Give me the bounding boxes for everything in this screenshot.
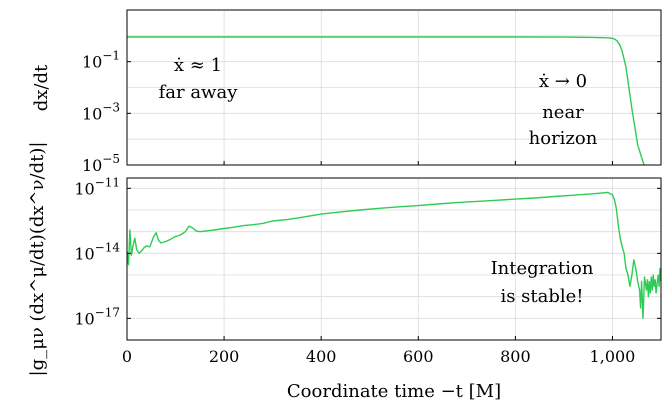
- top-y-label: dx/dt: [31, 64, 52, 111]
- bottom-x-tick-label: 0: [122, 347, 132, 366]
- top-y-tick-exp: −3: [102, 100, 120, 114]
- annotation-far: ẋ ≈ 1 far away: [159, 55, 239, 103]
- annotation-stable-line-2: is stable!: [500, 286, 583, 307]
- top-y-label-text: dx/dt: [31, 64, 52, 111]
- top-axes-frame: [126, 9, 662, 166]
- top-y-tick-label: 10−5: [82, 152, 120, 175]
- bottom-y-label: |g_μν (dx^μ/dt)(dx^ν/dt)|: [27, 142, 48, 377]
- top-y-tick-base: 10: [82, 104, 102, 123]
- top-panel: 10−110−310−5 dx/dt ẋ ≈ 1 far away ẋ → 0 …: [31, 9, 662, 175]
- bottom-grid: [127, 178, 661, 341]
- x-axis-label: Coordinate time −t [M]: [287, 381, 501, 402]
- bottom-x-tick-label: 1,000: [590, 347, 636, 366]
- top-y-ticks: 10−110−310−5: [82, 49, 661, 175]
- bottom-y-label-text: |g_μν (dx^μ/dt)(dx^ν/dt)|: [27, 142, 48, 377]
- bottom-y-tick-exp: −11: [95, 175, 120, 189]
- top-y-tick-label: 10−1: [82, 49, 120, 72]
- annotation-near: ẋ → 0 near horizon: [529, 71, 598, 149]
- bottom-y-tick-base: 10: [74, 309, 94, 328]
- bottom-x-ticks: 0 200 400 600 800 1,000: [122, 336, 635, 366]
- bottom-series-line: [126, 191, 662, 319]
- top-series-line: [127, 36, 645, 166]
- top-y-tick-label: 10−3: [82, 100, 120, 123]
- bottom-y-tick-base: 10: [74, 244, 94, 263]
- top-y-tick-exp: −1: [102, 49, 120, 63]
- bottom-x-tick-label: 400: [306, 347, 337, 366]
- bottom-y-tick-label: 10−17: [74, 305, 120, 328]
- bottom-y-tick-exp: −14: [95, 240, 121, 254]
- top-y-tick-base: 10: [82, 156, 102, 175]
- bottom-y-tick-label: 10−11: [74, 175, 120, 198]
- bottom-y-tick-label: 10−14: [74, 240, 120, 263]
- top-y-tick-base: 10: [82, 53, 102, 72]
- annotation-stable-line-1: Integration: [491, 258, 594, 279]
- bottom-y-tick-base: 10: [74, 179, 94, 198]
- annotation-near-line-2: near: [542, 102, 584, 123]
- annotation-stable: Integration is stable!: [491, 258, 594, 307]
- bottom-x-tick-label: 200: [209, 347, 240, 366]
- annotation-near-line-3: horizon: [529, 128, 598, 149]
- annotation-far-line-2: far away: [159, 82, 239, 103]
- bottom-x-tick-label: 800: [500, 347, 531, 366]
- annotation-near-line-1: ẋ → 0: [539, 71, 587, 92]
- annotation-far-line-1: ẋ ≈ 1: [174, 55, 222, 76]
- bottom-y-tick-exp: −17: [95, 305, 120, 319]
- top-y-tick-exp: −5: [102, 152, 120, 166]
- bottom-x-tick-label: 600: [403, 347, 434, 366]
- bottom-axes-frame: [126, 177, 662, 341]
